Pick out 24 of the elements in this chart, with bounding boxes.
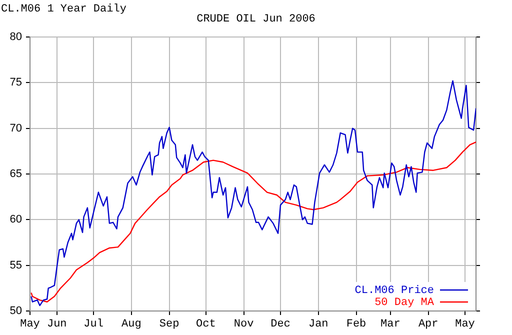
chart-subtitle: CL.M06 1 Year Daily [1, 3, 127, 16]
x-tick-label: May [455, 318, 476, 331]
x-tick-label: Nov [234, 318, 254, 331]
y-tick-label: 55 [10, 259, 22, 272]
y-tick-label: 60 [10, 214, 22, 226]
x-tick-label: Jan [308, 318, 328, 331]
x-tick-label: Aug [122, 318, 142, 331]
x-tick-label: Apr [418, 318, 438, 331]
y-tick-label: 50 [10, 305, 22, 318]
x-tick-label: Oct [196, 318, 216, 331]
legend-label: CL.M06 Price [354, 284, 434, 297]
x-tick-label: Feb [346, 318, 366, 331]
y-tick-label: 75 [10, 76, 22, 89]
x-tick-label: Mar [380, 318, 400, 331]
x-tick-label: May [20, 318, 40, 331]
x-tick-label: Jun [46, 318, 67, 331]
x-tick-label: Sep [159, 318, 180, 331]
y-tick-label: 70 [10, 122, 22, 134]
legend-label: 50 Day MA [374, 296, 434, 309]
x-tick-label: Jul [84, 318, 104, 331]
x-tick-label: Dec [270, 318, 290, 331]
y-tick-label: 80 [10, 31, 22, 44]
chart-title: CRUDE OIL Jun 2006 [196, 13, 316, 26]
y-tick-label: 65 [10, 168, 22, 180]
